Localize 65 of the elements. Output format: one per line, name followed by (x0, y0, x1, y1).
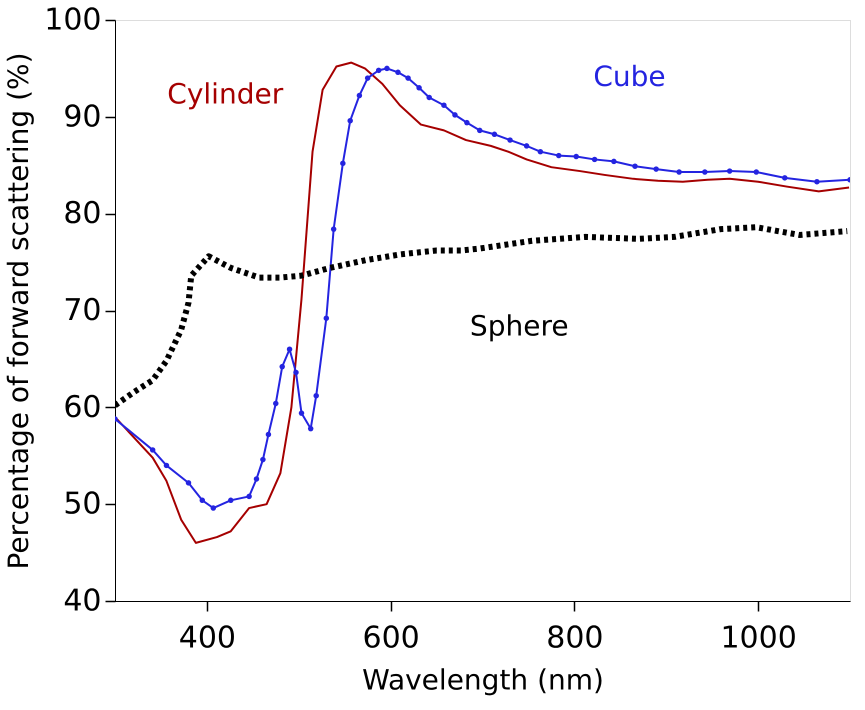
point (405, 75, 411, 81)
point (273, 400, 279, 406)
point (364, 75, 370, 81)
point (324, 316, 330, 321)
point (293, 370, 299, 376)
y-tick-label: 60 (63, 390, 102, 425)
point (260, 456, 266, 462)
point (266, 432, 272, 438)
point (592, 156, 598, 162)
text: Cube (593, 60, 666, 93)
point (356, 92, 362, 98)
point (524, 143, 530, 149)
point (632, 163, 638, 169)
point (538, 148, 544, 154)
point (441, 102, 447, 108)
y-tick-label: 100 (44, 2, 102, 38)
point (464, 120, 470, 126)
y-tick-label: 70 (63, 293, 102, 328)
y-tick-label: 40 (63, 584, 102, 618)
point (416, 85, 422, 91)
point (254, 476, 260, 482)
point (492, 132, 498, 137)
point (376, 68, 382, 74)
x-tick-label: 600 (362, 620, 420, 656)
text: Sphere (470, 309, 569, 342)
point (347, 118, 353, 124)
point (452, 112, 458, 118)
point (556, 152, 562, 158)
point (426, 94, 432, 100)
point (210, 505, 216, 511)
point (150, 447, 156, 453)
x-axis-title: Wavelength (nm) (362, 664, 604, 696)
point (313, 392, 319, 398)
series-label: Cylinder (167, 77, 284, 110)
point (395, 70, 401, 76)
point (164, 462, 170, 468)
point (200, 498, 206, 504)
x-tick-label: 800 (546, 620, 604, 656)
x-tick-label: 1000 (720, 620, 797, 656)
x-tick-label: 400 (178, 620, 236, 656)
y-tick-label: 50 (63, 486, 102, 522)
point (653, 166, 659, 172)
point (298, 410, 304, 416)
point (726, 168, 732, 174)
point (702, 169, 708, 175)
point (228, 498, 234, 504)
point (507, 137, 513, 143)
point (573, 154, 579, 160)
point (286, 346, 292, 352)
point (676, 169, 682, 175)
point (340, 160, 346, 166)
y-axis-title: Percentage of forward scattering (%) (2, 52, 36, 570)
point (279, 364, 285, 370)
point (330, 226, 336, 232)
point (246, 494, 252, 500)
y-tick-label: 90 (63, 99, 102, 134)
y-tick-label: 80 (63, 196, 102, 232)
point (384, 66, 390, 72)
point (754, 169, 760, 175)
point (814, 178, 820, 184)
point (477, 128, 482, 134)
point (308, 426, 314, 432)
point (186, 480, 192, 486)
point (782, 175, 788, 181)
point (611, 158, 617, 164)
